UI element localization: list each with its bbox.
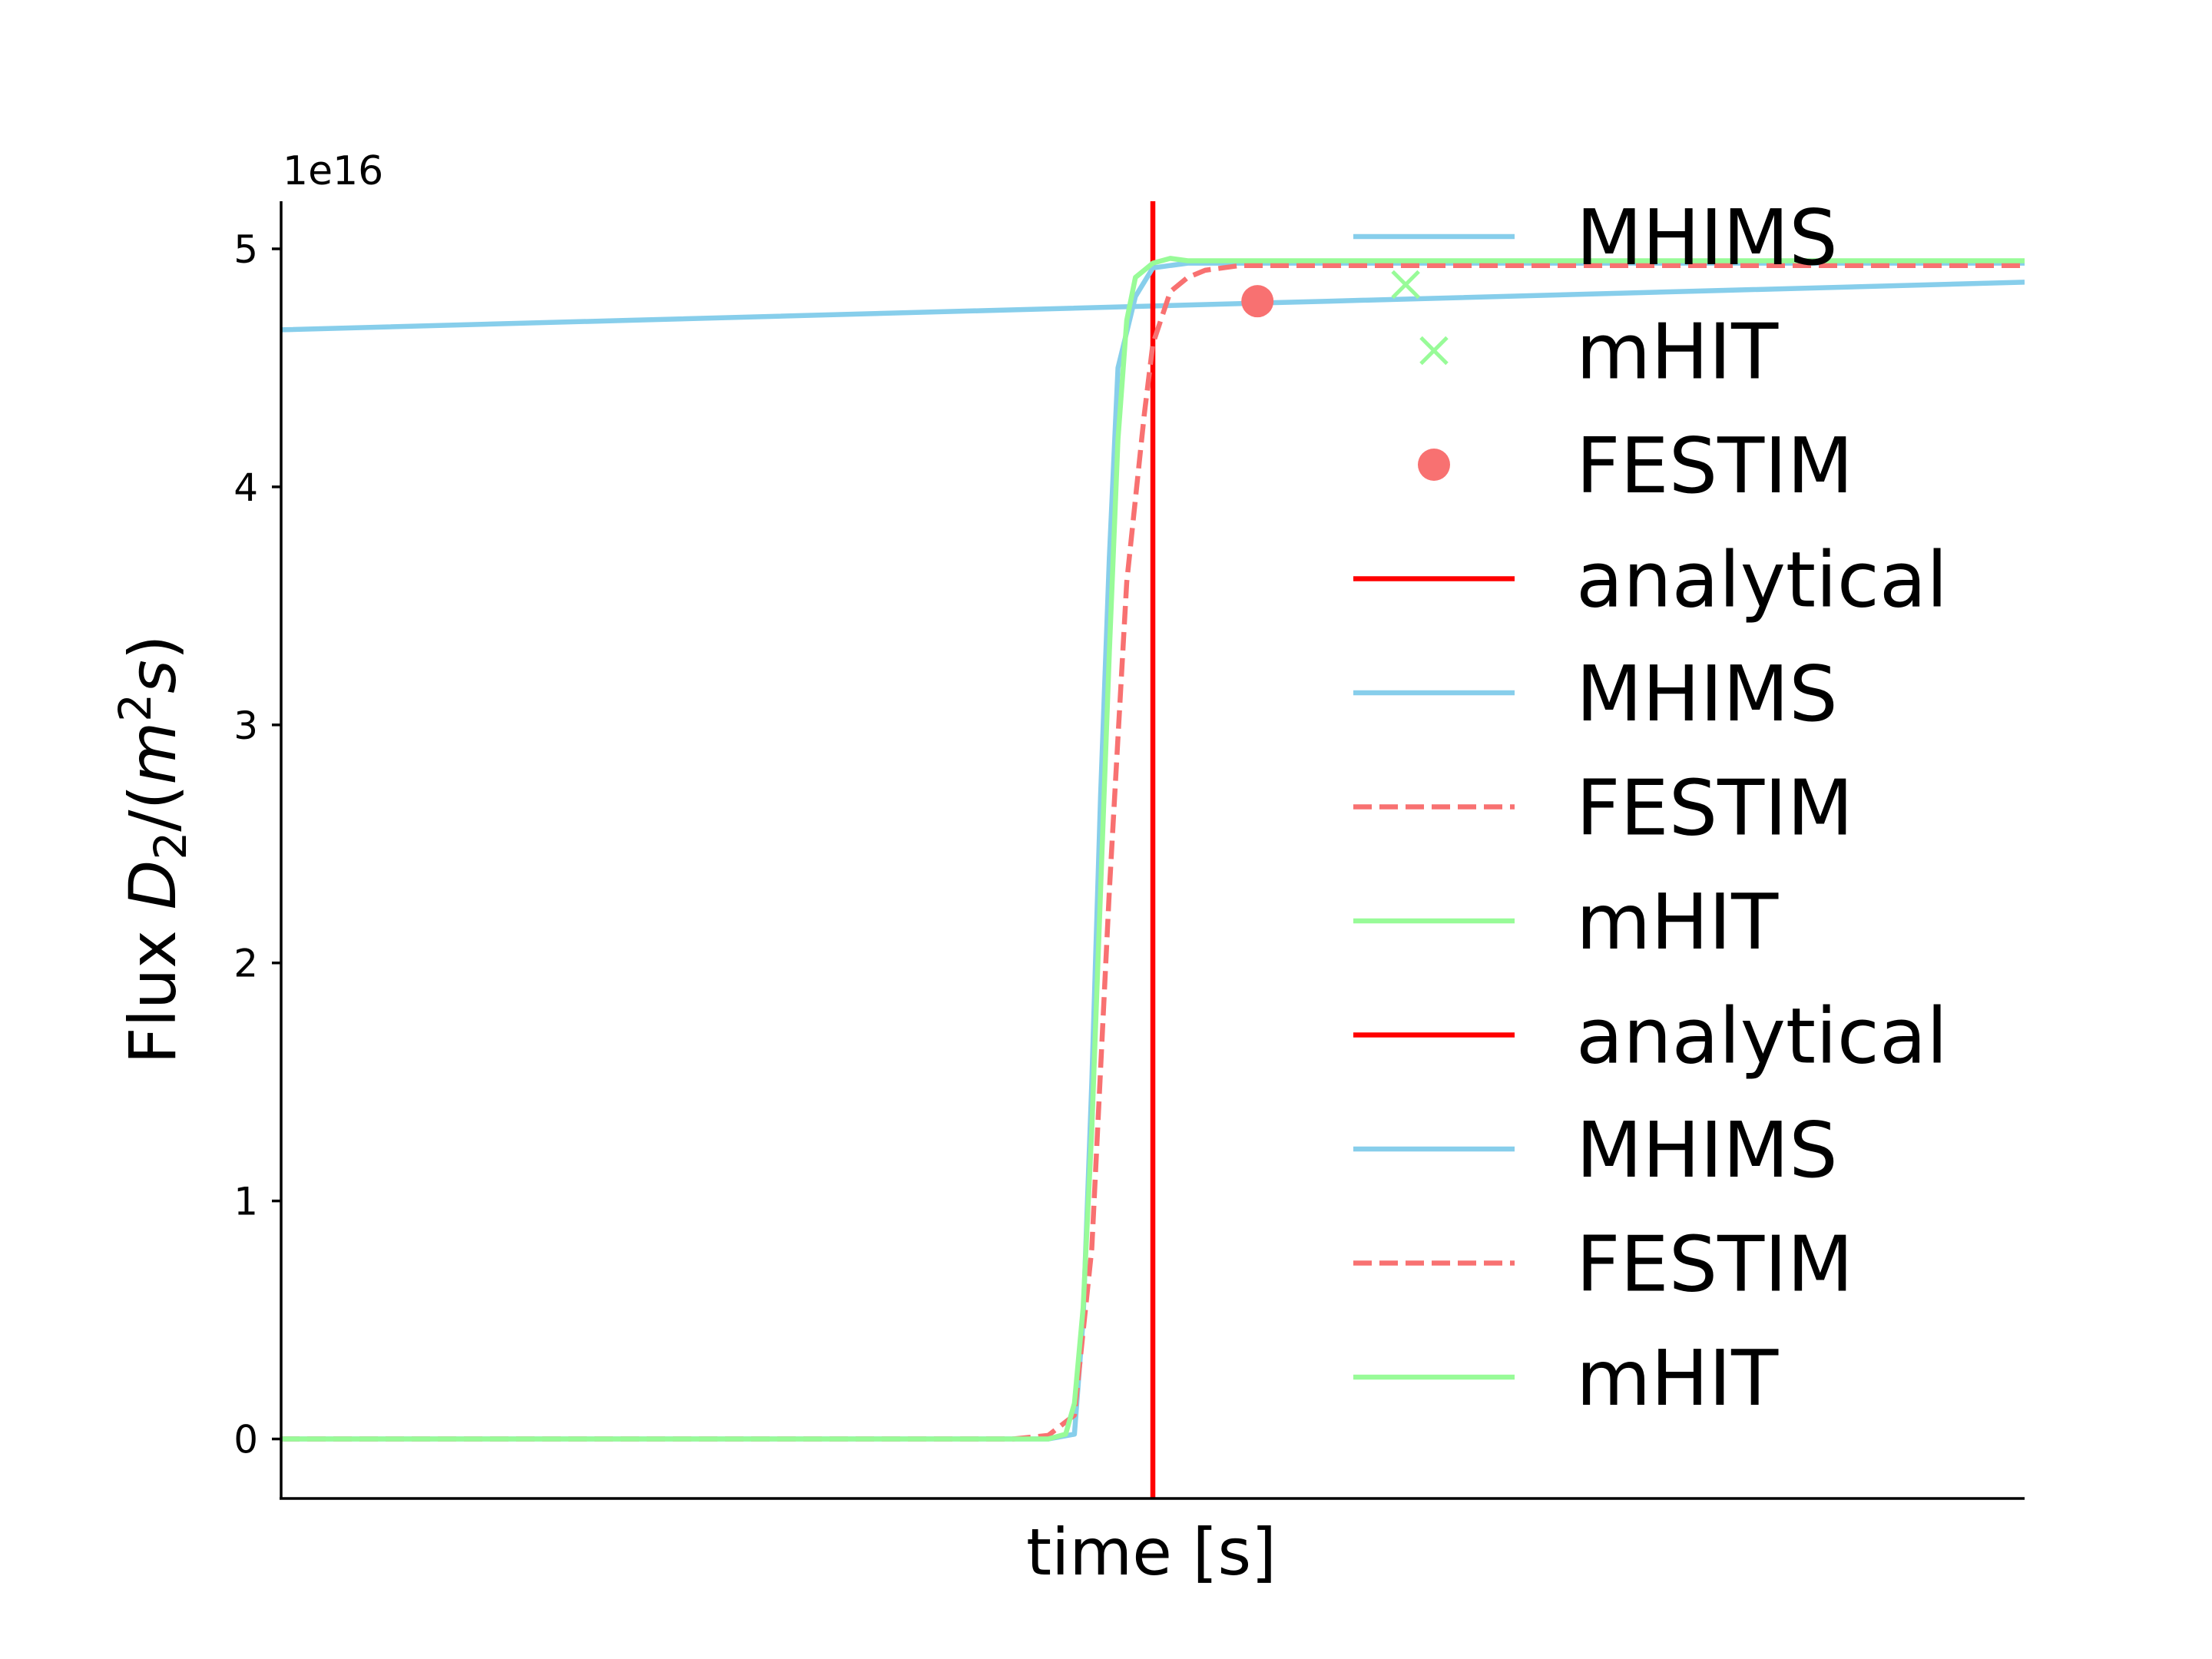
plot-area	[281, 201, 2025, 1498]
y-offset-label: 1e16	[283, 148, 383, 194]
x-axis-label: time [s]	[1026, 1515, 1277, 1590]
legend-label: analytical	[1576, 992, 1948, 1081]
y-tick-label: 5	[233, 227, 258, 272]
legend-item: mHIT	[1353, 1333, 1779, 1423]
legend-label: mHIT	[1576, 307, 1779, 397]
y-label-m: m	[115, 722, 190, 785]
series-mhit-line	[281, 256, 2025, 1442]
legend-label: mHIT	[1576, 1333, 1779, 1423]
y-label-sub: 2	[144, 832, 197, 860]
y-tick-label: 3	[233, 704, 258, 748]
legend-label: analytical	[1576, 535, 1948, 625]
legend-item: FESTIM	[1353, 763, 1853, 853]
legend-item: MHIMS	[1353, 193, 1838, 283]
y-label-main: Flux	[115, 909, 190, 1064]
legend-label: FESTIM	[1576, 1220, 1853, 1310]
series-mhit-marker	[1391, 270, 1420, 300]
y-label-slash: /(	[115, 785, 190, 832]
legend-handle	[1419, 336, 1449, 366]
y-tick-label: 4	[233, 465, 258, 510]
y-label-close: )	[115, 634, 190, 660]
legend-item: analytical	[1353, 535, 1948, 625]
y-tick-label: 2	[233, 942, 258, 986]
legend-item: FESTIM	[1418, 421, 1853, 511]
legend-item: FESTIM	[1353, 1220, 1853, 1310]
series-festim-marker	[1241, 285, 1274, 318]
legend-label: MHIMS	[1576, 649, 1838, 739]
legend-label: FESTIM	[1576, 763, 1853, 853]
legend-item: mHIT	[1419, 307, 1779, 397]
legend-item: analytical	[1353, 992, 1948, 1081]
y-tick-label: 0	[233, 1418, 258, 1462]
legend-label: mHIT	[1576, 877, 1779, 967]
legend-label: MHIMS	[1576, 1105, 1838, 1195]
axes	[280, 201, 2025, 1500]
legend: MHIMS mHIT FESTIM analytical MHIMS FESTIM mHIT…	[1353, 193, 1948, 1423]
y-label-sup: 2	[109, 694, 161, 722]
series-festim-line	[281, 263, 2025, 1442]
y-label-s: s	[115, 660, 190, 694]
legend-label: MHIMS	[1576, 193, 1838, 283]
legend-item: MHIMS	[1353, 649, 1838, 739]
y-label-d: D	[115, 860, 190, 910]
legend-handle	[1418, 449, 1450, 481]
legend-item: MHIMS	[1353, 1105, 1838, 1195]
legend-item: mHIT	[1353, 877, 1779, 967]
y-axis-label: Flux D2/(m2s)	[109, 634, 197, 1064]
y-tick-label: 1	[233, 1180, 258, 1224]
legend-label: FESTIM	[1576, 421, 1853, 511]
y-ticks: 0 1 2 3 4 5	[233, 227, 281, 1462]
